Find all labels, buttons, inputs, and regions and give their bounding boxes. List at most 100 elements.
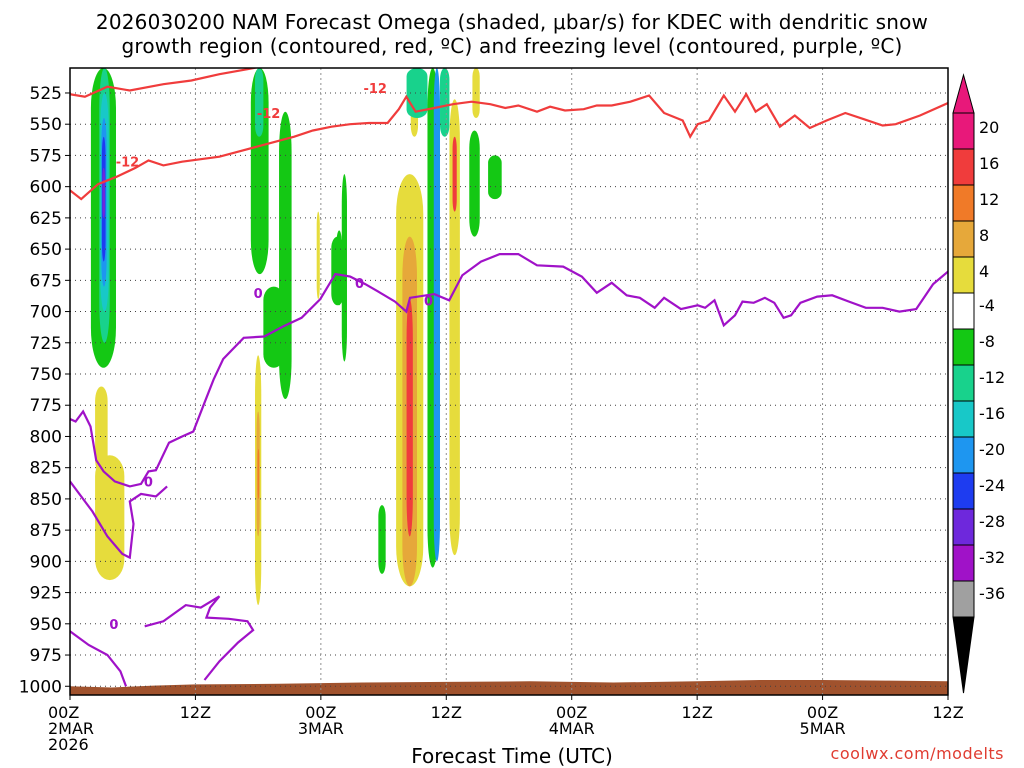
colorbar-label--28: -28 [979, 512, 1005, 531]
y-tick-label-800: 800 [30, 427, 62, 447]
colorbar-bin--16 [952, 400, 975, 438]
y-tick-label-950: 950 [30, 615, 62, 635]
omega-region-22 [406, 299, 413, 537]
x-tick-label-0-2: 2026 [48, 735, 89, 754]
colorbar-bin-20 [952, 112, 975, 150]
colorbar-bin--28 [952, 508, 975, 546]
colorbar-bin--4 [952, 292, 975, 330]
plot-frame [69, 67, 949, 696]
freezing-level-label-1: 0 [254, 287, 263, 302]
x-tick-label-24-0: 00Z [305, 703, 336, 722]
freezing-level-contour-bottom [70, 630, 128, 687]
colorbar-bin--36 [952, 580, 975, 618]
colorbar-label-4: 4 [979, 262, 989, 281]
dgz-contour-minus12 [70, 92, 948, 201]
colorbar-label--36: -36 [979, 584, 1005, 603]
colorbar-label--24: -24 [979, 476, 1005, 495]
omega-region-19 [378, 505, 386, 574]
colorbar-bin--24 [952, 472, 975, 510]
colorbar-bin-4 [952, 256, 975, 294]
terrain-below-ground [70, 680, 948, 695]
colorbar-label--8: -8 [979, 332, 995, 351]
colorbar-label--16: -16 [979, 404, 1005, 423]
freezing-level-contour-lower [70, 480, 168, 560]
colorbar-label--4: -4 [979, 296, 995, 315]
x-tick-label-84-0: 12Z [932, 703, 963, 722]
omega-region-11 [279, 111, 292, 399]
x-axis-title: Forecast Time (UTC) [411, 744, 613, 768]
omega-region-5 [102, 167, 106, 218]
x-tick-label-24-1: 3MAR [298, 719, 344, 738]
y-tick-label-550: 550 [30, 115, 62, 135]
colorbar-lower-extension [952, 616, 975, 694]
freezing-level-contour-loop [144, 595, 255, 681]
x-tick-label-0-0: 00Z [48, 703, 79, 722]
chart-title-line-2: growth region (contoured, red, ºC) and f… [121, 34, 903, 58]
y-tick-label-575: 575 [30, 146, 62, 166]
omega-region-14 [257, 448, 260, 499]
colorbar-bin--12 [952, 364, 975, 402]
x-tick-label-0-1: 2MAR [48, 719, 94, 738]
freezing-level-label-3: 0 [424, 294, 433, 309]
omega-region-17 [331, 236, 344, 306]
y-tick-label-925: 925 [30, 584, 62, 604]
x-tick-label-36-0: 12Z [431, 703, 462, 722]
omega-region-28 [449, 99, 460, 556]
x-tick-label-48-1: 4MAR [549, 719, 595, 738]
dgz-contour-label-0: -12 [116, 156, 140, 171]
omega-region-26 [433, 68, 441, 562]
colorbar-bin--20 [952, 436, 975, 474]
omega-region-32 [488, 155, 502, 200]
colorbar-bin--8 [952, 328, 975, 366]
y-tick-label-1000: 1000 [19, 677, 62, 697]
colorbar-label-20: 20 [979, 118, 999, 137]
y-tick-label-625: 625 [30, 209, 62, 229]
colorbar-upper-extension [952, 73, 975, 114]
y-tick-label-975: 975 [30, 646, 62, 666]
omega-region-9 [255, 68, 264, 137]
x-tick-label-72-1: 5MAR [800, 719, 846, 738]
omega-region-29 [452, 136, 457, 212]
y-tick-label-775: 775 [30, 396, 62, 416]
y-tick-label-600: 600 [30, 178, 62, 198]
colorbar-label--12: -12 [979, 368, 1005, 387]
x-tick-label-72-0: 00Z [807, 703, 838, 722]
omega-region-6 [95, 455, 125, 581]
freezing-level-label-2: 0 [355, 277, 364, 292]
freezing-level-label-0: 0 [144, 475, 153, 490]
y-tick-label-825: 825 [30, 459, 62, 479]
freezing-level-label-4: 0 [109, 618, 118, 633]
y-tick-label-875: 875 [30, 521, 62, 541]
colorbar-label-8: 8 [979, 226, 989, 245]
colorbar-label-16: 16 [979, 154, 999, 173]
colorbar-bin-8 [952, 220, 975, 258]
y-tick-label-650: 650 [30, 240, 62, 260]
y-tick-label-850: 850 [30, 490, 62, 510]
colorbar-bin--32 [952, 544, 975, 582]
dgz-contour-label-1: -12 [257, 107, 281, 122]
omega-region-15 [316, 211, 320, 300]
y-tick-label-900: 900 [30, 552, 62, 572]
colorbar-bin-16 [952, 148, 975, 186]
y-tick-label-675: 675 [30, 271, 62, 291]
credit-text[interactable]: coolwx.com/modelts [830, 744, 1004, 763]
omega-region-7 [95, 386, 108, 474]
chart-title-line-1: 2026030200 NAM Forecast Omega (shaded, μ… [95, 10, 929, 34]
omega-region-30 [472, 68, 480, 118]
colorbar-bin-12 [952, 184, 975, 222]
colorbar-label-12: 12 [979, 190, 999, 209]
omega-region-31 [469, 130, 480, 237]
colorbar-label--20: -20 [979, 440, 1005, 459]
omega-region-27 [440, 68, 450, 137]
plot-area [70, 68, 948, 695]
x-tick-label-48-0: 00Z [556, 703, 587, 722]
y-tick-label-700: 700 [30, 303, 62, 323]
dgz-contour-minus12-upper [70, 68, 260, 98]
x-tick-label-60-0: 12Z [681, 703, 712, 722]
colorbar-label--32: -32 [979, 548, 1005, 567]
dgz-contour-label-2: -12 [363, 82, 387, 97]
y-tick-label-750: 750 [30, 365, 62, 385]
omega-region-18 [341, 174, 347, 362]
freezing-level-contour [70, 253, 948, 488]
